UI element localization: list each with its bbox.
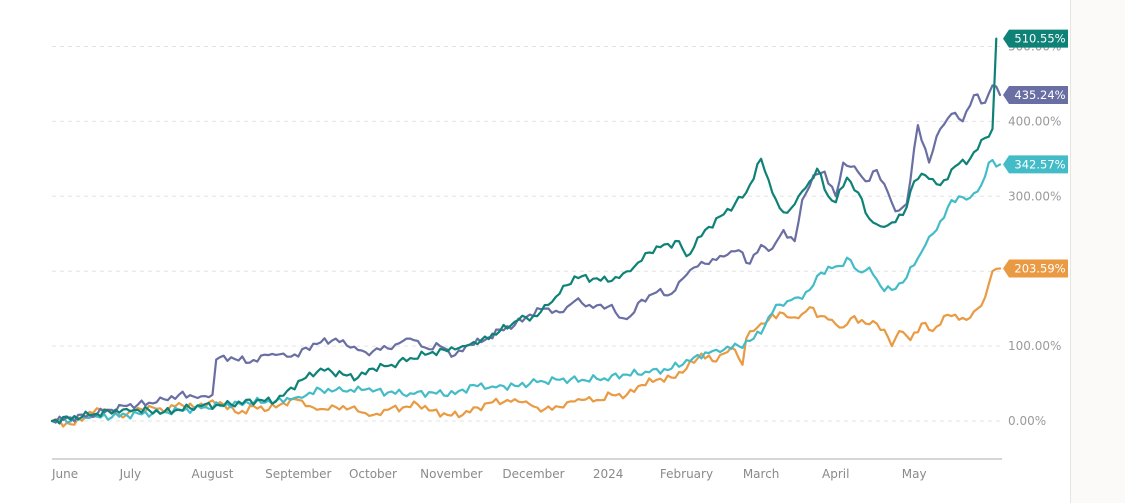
end-label-text: 342.57% bbox=[1014, 157, 1065, 171]
y-tick-label: 0.00% bbox=[1008, 414, 1046, 428]
end-label-3: 342.57% bbox=[1003, 155, 1068, 174]
x-tick-label: June bbox=[51, 467, 78, 481]
end-label-tag bbox=[1003, 259, 1068, 278]
series-line-2[interactable] bbox=[50, 84, 1002, 424]
chart-card bbox=[1070, 0, 1071, 503]
end-label-text: 510.55% bbox=[1014, 32, 1065, 46]
end-label-4: 203.59% bbox=[1003, 259, 1068, 278]
grid-lines bbox=[52, 46, 1000, 422]
y-tick-label: 400.00% bbox=[1008, 114, 1061, 128]
series-line-4[interactable] bbox=[50, 267, 1002, 428]
end-label-tag bbox=[1003, 29, 1068, 48]
end-label-text: 435.24% bbox=[1014, 88, 1065, 102]
x-tick-label: February bbox=[660, 467, 713, 481]
x-tick-label: December bbox=[502, 467, 564, 481]
end-label-text: 203.59% bbox=[1014, 262, 1065, 276]
end-label-1: 510.55% bbox=[1003, 29, 1068, 48]
x-tick-label: November bbox=[420, 467, 482, 481]
series-lines bbox=[50, 37, 1002, 428]
x-tick-label: March bbox=[743, 467, 780, 481]
x-tick-label: July bbox=[119, 467, 142, 481]
end-label-tag bbox=[1003, 86, 1068, 105]
series-line-3[interactable] bbox=[50, 158, 1002, 424]
end-label-tag bbox=[1003, 155, 1068, 174]
end-value-labels: 203.59% 342.57% 435.24% 510.55% bbox=[1003, 29, 1068, 278]
x-axis: June July August September October November De… bbox=[51, 458, 1002, 481]
x-tick-label: September bbox=[265, 467, 331, 481]
series-line-1[interactable] bbox=[50, 37, 998, 425]
y-tick-label: 100.00% bbox=[1008, 339, 1061, 353]
x-tick-label: August bbox=[191, 467, 233, 481]
x-tick-label: October bbox=[349, 467, 397, 481]
end-label-2: 435.24% bbox=[1003, 86, 1068, 105]
y-tick-label: 300.00% bbox=[1008, 189, 1061, 203]
x-tick-label: 2024 bbox=[593, 467, 624, 481]
x-tick-label: May bbox=[902, 467, 927, 481]
x-tick-label: April bbox=[822, 467, 849, 481]
